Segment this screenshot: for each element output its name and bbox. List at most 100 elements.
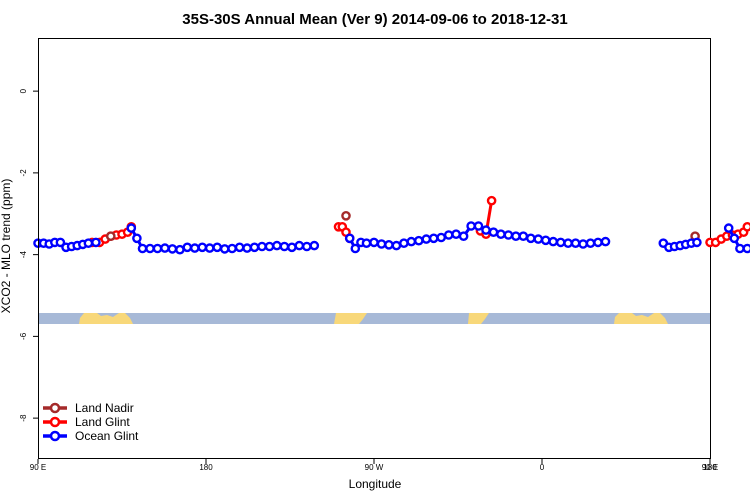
data-point-ocean-glint [428, 233, 439, 244]
data-point-ocean-glint [83, 238, 94, 248]
data-point-ocean-glint [212, 242, 222, 253]
data-point-ocean-glint [249, 242, 260, 253]
y-axis: 0 -2 -4 -6 -8 [19, 88, 39, 422]
data-point-ocean-glint [540, 235, 551, 246]
data-point-land-glint [742, 222, 750, 232]
data-point-ocean-glint [443, 230, 454, 240]
y-tick-label: -2 [19, 169, 28, 177]
data-point-ocean-glint [309, 240, 320, 251]
data-point-ocean-glint [723, 223, 734, 233]
series-ocean-glint [33, 221, 750, 255]
x-tick-label: 90 W [365, 463, 384, 472]
chart-title: 35S-30S Annual Mean (Ver 9) 2014-09-06 t… [182, 11, 567, 28]
data-point-ocean-glint [350, 243, 361, 254]
data-point-ocean-glint [182, 242, 193, 253]
data-point-ocean-glint [227, 243, 237, 254]
data-point-ocean-glint [735, 243, 745, 254]
data-point-ocean-glint [518, 231, 529, 241]
data-point-ocean-glint [219, 244, 230, 254]
y-tick-label: 0 [19, 88, 28, 93]
data-point-ocean-glint [593, 237, 603, 248]
data-point-ocean-glint [234, 242, 245, 253]
data-point-ocean-glint [301, 241, 312, 252]
data-point-ocean-glint [578, 239, 588, 249]
data-point-ocean-glint [533, 234, 544, 244]
land-band-australia [79, 313, 133, 324]
data-point-land-nadir [341, 210, 351, 221]
x-tick-label: 90 E [702, 463, 718, 472]
data-point-ocean-glint [503, 230, 514, 240]
data-point-ocean-glint [391, 240, 402, 251]
plot-area [33, 38, 750, 459]
data-point-ocean-glint [511, 231, 521, 241]
y-tick-label: -6 [19, 332, 28, 340]
data-point-ocean-glint [279, 241, 290, 252]
x-tick-label: 90 E [30, 463, 46, 472]
data-point-ocean-glint [421, 234, 432, 244]
land-band-australia-repeat [614, 313, 668, 324]
ocean-band [39, 313, 710, 324]
data-point-ocean-glint [526, 233, 536, 244]
data-point-ocean-glint [399, 238, 409, 248]
data-point-ocean-glint [436, 232, 447, 243]
data-point-ocean-glint [458, 231, 469, 241]
data-point-ocean-glint [132, 233, 142, 244]
data-point-ocean-glint [570, 238, 581, 248]
data-point-ocean-glint [473, 221, 484, 231]
data-point-ocean-glint [257, 241, 267, 252]
y-tick-label: -4 [19, 251, 28, 259]
data-point-ocean-glint [264, 241, 275, 252]
data-point-ocean-glint [729, 233, 740, 244]
data-point-ocean-glint [344, 233, 355, 244]
x-tick-label: 180 [703, 463, 717, 472]
data-point-ocean-glint [361, 238, 372, 248]
data-point-ocean-glint [55, 237, 66, 248]
data-point-ocean-glint [413, 235, 424, 246]
data-point-ocean-glint [91, 237, 101, 248]
data-point-ocean-glint [242, 243, 252, 253]
data-point-ocean-glint [272, 240, 282, 251]
data-point-ocean-glint [287, 242, 297, 253]
data-point-ocean-glint [204, 243, 215, 253]
legend-ocean-glint-marker [49, 430, 61, 442]
data-point-ocean-glint [145, 243, 155, 254]
data-point-ocean-glint [294, 240, 305, 251]
data-point-ocean-glint [137, 243, 148, 254]
land-band-africa [468, 313, 489, 324]
legend-ocean-glint-label: Ocean Glint [75, 429, 139, 443]
data-point-ocean-glint [563, 238, 573, 248]
data-point-ocean-glint [481, 225, 491, 235]
data-point-ocean-glint [466, 221, 476, 231]
data-point-land-nadir [106, 231, 116, 241]
data-point-ocean-glint [369, 237, 379, 248]
data-point-ocean-glint [585, 238, 596, 248]
data-point-land-glint [486, 195, 497, 206]
data-point-ocean-glint [742, 243, 750, 254]
data-point-ocean-glint [152, 243, 163, 254]
data-point-ocean-glint [167, 244, 178, 254]
data-point-ocean-glint [160, 243, 170, 253]
data-point-ocean-glint [376, 239, 387, 249]
data-point-ocean-glint [496, 229, 506, 239]
y-tick-label: -8 [19, 414, 28, 422]
legend-land-glint-label: Land Glint [75, 415, 130, 429]
land-band-south-america [334, 313, 367, 324]
series-layer [33, 195, 750, 255]
data-point-ocean-glint [189, 243, 200, 253]
data-point-ocean-glint [175, 244, 185, 255]
x-tick-label: 180 [199, 463, 213, 472]
legend-land-nadir-label: Land Nadir [75, 401, 134, 415]
legend: Land Nadir Land Glint Ocean Glint [43, 401, 139, 443]
x-tick-label: 0 [540, 463, 545, 472]
y-axis-label: XCO2 - MLO trend (ppm) [0, 179, 13, 314]
legend-land-nadir-marker [49, 402, 61, 414]
data-point-ocean-glint [555, 237, 566, 248]
data-point-ocean-glint [406, 236, 417, 247]
data-point-ocean-glint [548, 236, 559, 247]
data-point-ocean-glint [197, 242, 208, 253]
data-point-ocean-glint [126, 223, 137, 233]
x-axis-label: Longitude [349, 477, 402, 491]
data-point-ocean-glint [451, 229, 461, 239]
